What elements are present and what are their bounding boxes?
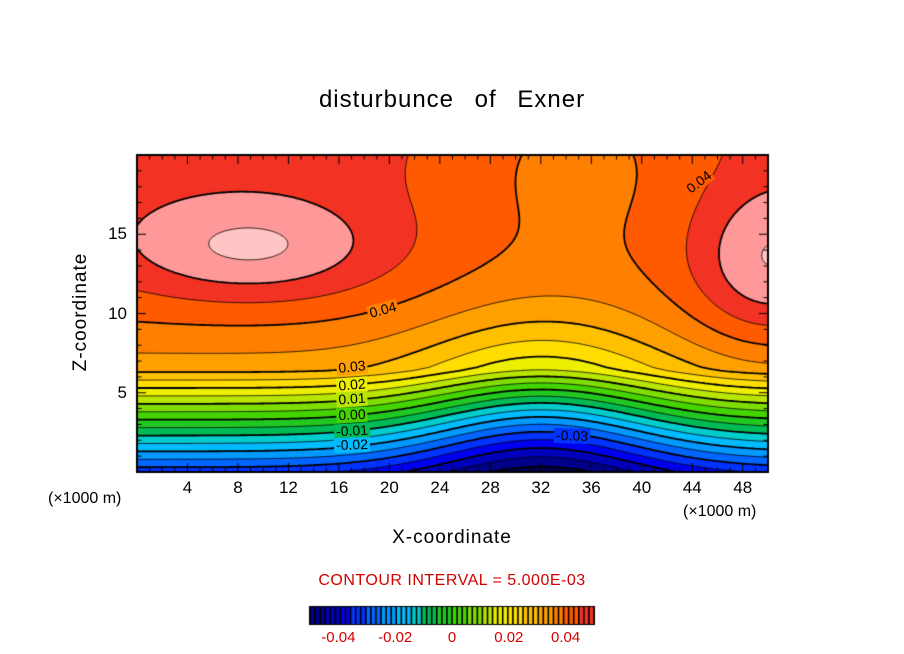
x-tick-label: 16 [329, 478, 349, 497]
colorbar-tick-label: -0.02 [378, 629, 413, 646]
x-tick-label: 44 [682, 478, 702, 497]
colorbar-tick-label: 0 [447, 629, 457, 646]
y-axis-label: Z-coordinate [70, 252, 91, 372]
y-tick-label: 10 [108, 303, 127, 323]
x-tick-label: 40 [632, 478, 652, 497]
contour-interval-label: CONTOUR INTERVAL = 5.000E-03 [318, 572, 586, 589]
contour-label: -0.03 [554, 426, 591, 444]
x-tick-label: 48 [733, 478, 753, 497]
colorbar-tick-label: 0.04 [550, 629, 581, 646]
x-tick-label: 32 [531, 478, 551, 497]
contour-label: -0.02 [333, 435, 370, 454]
x-tick-label: 28 [480, 478, 500, 497]
colorbar-tick-label: 0.02 [494, 629, 524, 646]
x-tick-label: 12 [278, 478, 298, 497]
x-axis-unit: (×1000 m) [683, 503, 757, 520]
x-tick-label: 4 [182, 478, 193, 497]
x-tick-label: 24 [430, 478, 450, 497]
y-axis-unit: (×1000 m) [48, 490, 122, 507]
contour-label: 0.00 [335, 405, 368, 424]
x-axis-label: X-coordinate [392, 527, 512, 548]
x-tick-label: 20 [379, 478, 399, 497]
x-tick-label: 36 [581, 478, 601, 497]
x-tick-label: 8 [233, 478, 243, 497]
y-tick-label: 15 [108, 224, 127, 244]
chart-title: disturbunce of Exner [318, 86, 586, 113]
y-tick-label: 5 [117, 382, 127, 402]
colorbar-tick-label: -0.04 [321, 629, 356, 646]
